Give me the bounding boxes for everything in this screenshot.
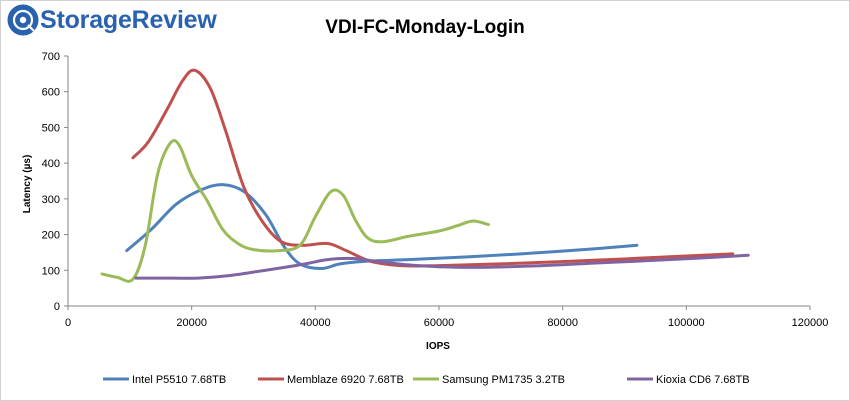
storagereview-logo-icon	[7, 4, 39, 36]
legend-label: Samsung PM1735 3.2TB	[442, 374, 565, 386]
x-tick-label: 0	[65, 317, 71, 329]
axes: 0 100 200 300 400 500 600 700 0 20000 40000 60000 80…	[42, 51, 829, 329]
legend-label: Kioxia CD6 7.68TB	[656, 374, 750, 386]
y-axis-label: Latency (µs)	[22, 155, 33, 214]
series-line-1	[125, 183, 639, 270]
legend-label: Memblaze 6920 7.68TB	[287, 374, 404, 386]
x-tick-label: 20000	[176, 317, 207, 329]
y-tick-label: 700	[42, 51, 60, 63]
x-tick-label: 120000	[792, 317, 829, 329]
x-tick-label: 80000	[547, 317, 578, 329]
x-axis-label: IOPS	[426, 341, 450, 352]
legend-label: Intel P5510 7.68TB	[132, 374, 226, 386]
legend-item-4: Kioxia CD6 7.68TB	[627, 374, 750, 386]
chart-title: VDI-FC-Monday-Login	[325, 17, 524, 38]
legend: Intel P5510 7.68TB Memblaze 6920 7.68TB Sa…	[103, 374, 750, 386]
series-line-4	[134, 253, 750, 280]
y-tick-label: 400	[42, 158, 60, 170]
y-tick-label: 600	[42, 87, 60, 99]
y-tick-label: 300	[42, 194, 60, 206]
y-tick-label: 0	[54, 301, 60, 313]
y-tick-label: 200	[42, 230, 60, 242]
legend-item-3: Samsung PM1735 3.2TB	[413, 374, 565, 386]
brand-logo: StorageReview	[6, 3, 217, 37]
series-line-3	[100, 139, 490, 283]
y-tick-label: 100	[42, 265, 60, 277]
legend-item-2: Memblaze 6920 7.68TB	[258, 374, 404, 386]
x-tick-label: 60000	[424, 317, 455, 329]
x-tick-label: 40000	[300, 317, 331, 329]
series-line-2	[131, 68, 735, 268]
y-tick-label: 500	[42, 122, 60, 134]
series-layer	[100, 68, 750, 283]
brand-name: StorageReview	[40, 5, 217, 34]
x-tick-label: 100000	[668, 317, 705, 329]
legend-item-1: Intel P5510 7.68TB	[103, 374, 226, 386]
